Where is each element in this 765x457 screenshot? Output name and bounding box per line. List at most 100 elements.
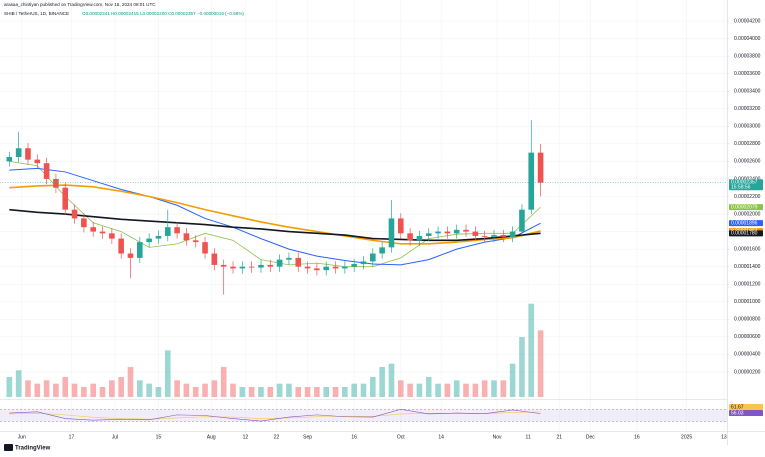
rsi-label-bg (729, 410, 763, 416)
volume-bar (248, 387, 255, 397)
candle-body (416, 235, 423, 241)
candle-body (332, 266, 339, 269)
volume-bar (53, 383, 59, 397)
candle-body (323, 266, 330, 271)
rsi-layer (0, 408, 727, 422)
candle-body (435, 231, 441, 234)
y-tick-label: 0.00001200 (734, 282, 761, 288)
volume-bar (62, 377, 69, 397)
y-tick-label: 0.00003600 (734, 71, 761, 77)
moving-average (9, 184, 541, 245)
candle-body (146, 238, 152, 243)
rsi-band (0, 409, 727, 422)
volume-layer (6, 303, 544, 397)
volume-bar (43, 380, 50, 397)
candle-body (53, 178, 59, 188)
candle-body (34, 159, 41, 164)
volume-bar (118, 377, 124, 397)
volume-bar (295, 387, 302, 397)
y-tick-label: 0.00003400 (734, 89, 761, 95)
y-tick-label: 0.00004000 (734, 36, 761, 42)
candle-body (15, 148, 22, 158)
candle-body (286, 257, 292, 260)
candle-body (25, 148, 31, 160)
candle-body (183, 233, 190, 241)
brand-icon (4, 444, 13, 451)
candle-body (342, 266, 348, 269)
volume-bar (472, 383, 479, 397)
volume-bar (332, 387, 339, 397)
symbol: SHIB / TetherUS, 1D, BINANCE (4, 11, 69, 16)
y-tick-label: 0.00002000 (734, 211, 761, 217)
volume-bar (453, 380, 460, 397)
candle-body (370, 253, 376, 262)
x-tick-label: 12 (243, 434, 249, 440)
author-line: arasaa_chintiyan published on TradingVie… (4, 2, 156, 7)
candle-body (304, 266, 311, 269)
candle-body (230, 266, 236, 269)
candle-body (360, 261, 367, 265)
rsi-label: 56.03 (731, 410, 744, 416)
volume-bar (230, 383, 236, 397)
ma-label-bg (729, 204, 763, 211)
ma-label-bg (729, 230, 763, 237)
volume-bar (211, 380, 218, 397)
candle-body (397, 218, 404, 234)
candle-body (109, 233, 115, 239)
candle-body (258, 264, 264, 268)
candle-body (220, 264, 227, 267)
volume-bar (25, 380, 31, 397)
candle-body (211, 253, 218, 265)
candle-body (267, 264, 274, 267)
volume-bar (500, 380, 507, 397)
volume-bar (267, 387, 274, 397)
candle-body (295, 257, 302, 267)
volume-bar (416, 383, 423, 397)
y-tick-label: 0.00003200 (734, 106, 761, 112)
rsi-line (9, 408, 541, 422)
volume-bar (519, 337, 525, 397)
candle-body (71, 209, 78, 219)
x-tick-label: 16 (351, 434, 357, 440)
candle-body (537, 152, 544, 183)
volume-bar (435, 383, 441, 397)
candle-body (491, 235, 497, 237)
x-tick-label: Dec (586, 434, 595, 440)
y-tick-label: 0.00000400 (734, 352, 761, 358)
y-tick-label: 0.00001000 (734, 299, 761, 305)
last-price-bg (729, 179, 763, 191)
candle-body (509, 231, 516, 237)
axis-layer: 0.00000200 0.00000400 0.00000600 0.00000800… (0, 18, 763, 440)
volume-bar (258, 387, 264, 397)
candle-body (127, 253, 134, 258)
volume-bar (174, 380, 180, 397)
volume-bar (463, 383, 469, 397)
y-tick-label: 0.00002800 (734, 141, 761, 147)
ma-label: 0.00001780 (731, 231, 758, 237)
moving-average (9, 167, 541, 266)
y-tick-label: 0.00004200 (734, 18, 761, 24)
candle-body (314, 268, 320, 271)
x-tick-label: Sep (303, 434, 312, 440)
volume-bar (81, 387, 87, 397)
volume-bar (286, 383, 292, 397)
x-tick-label: 13 (721, 434, 727, 440)
volume-bar (388, 363, 395, 397)
candle-body (6, 157, 13, 162)
volume-bar (342, 387, 348, 397)
volume-bar (192, 387, 199, 397)
candle-body (118, 238, 124, 254)
volume-bar (127, 367, 134, 397)
volume-bar (109, 380, 115, 397)
candle-body (192, 240, 199, 243)
candle-body (500, 235, 507, 237)
volume-bar (360, 383, 367, 397)
volume-bar (6, 377, 13, 397)
y-tick-label: 0.00002600 (734, 159, 761, 165)
x-tick-label: 21 (556, 434, 562, 440)
volume-bar (34, 383, 41, 397)
candle-body (248, 266, 255, 268)
ma-label: 0.00001896 (731, 220, 758, 226)
